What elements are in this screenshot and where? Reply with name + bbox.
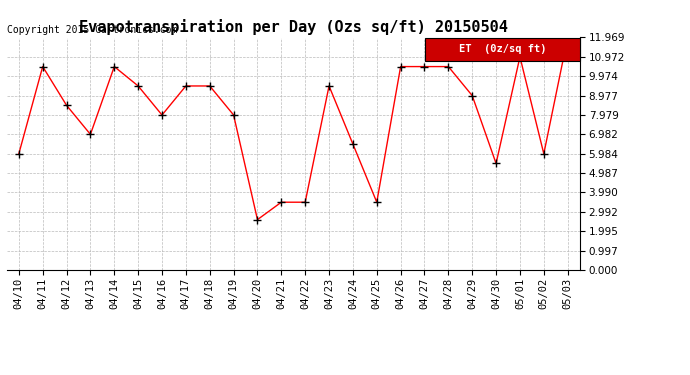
Point <box>157 112 168 118</box>
Point <box>347 141 358 147</box>
Point <box>276 199 287 205</box>
Point <box>562 34 573 40</box>
Point <box>515 54 526 60</box>
Point <box>538 151 549 157</box>
FancyBboxPatch shape <box>425 38 580 61</box>
Point <box>180 83 191 89</box>
Point <box>324 83 335 89</box>
Point <box>443 64 454 70</box>
Point <box>37 64 48 70</box>
Point <box>299 199 310 205</box>
Point <box>419 64 430 70</box>
Text: Copyright 2015 Cartronics.com: Copyright 2015 Cartronics.com <box>7 25 177 35</box>
Point <box>491 160 502 166</box>
Point <box>395 64 406 70</box>
Point <box>61 102 72 108</box>
Point <box>371 199 382 205</box>
Point <box>85 131 96 137</box>
Point <box>252 217 263 223</box>
Point <box>204 83 215 89</box>
Point <box>109 64 120 70</box>
Point <box>13 151 24 157</box>
Point <box>466 93 477 99</box>
Point <box>228 112 239 118</box>
Point <box>132 83 144 89</box>
Text: ET  (0z/sq ft): ET (0z/sq ft) <box>459 44 546 54</box>
Title: Evapotranspiration per Day (Ozs sq/ft) 20150504: Evapotranspiration per Day (Ozs sq/ft) 2… <box>79 19 508 35</box>
